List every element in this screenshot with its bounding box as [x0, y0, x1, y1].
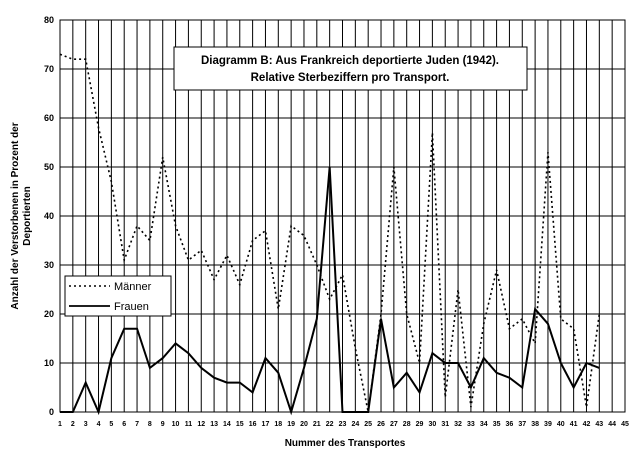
y-axis-title-line2: Deportierten	[22, 186, 33, 245]
y-tick-label: 0	[49, 407, 54, 417]
x-tick-label: 45	[621, 421, 629, 428]
series-line-frauen	[60, 166, 600, 416]
x-tick-label: 42	[583, 421, 591, 428]
x-axis-ticks: 1 2 3 4 5 6 7 8 9 10 11 12 13 14 15 16 17 18 19 20 21 22 23 24 2…	[58, 421, 629, 428]
x-tick-label: 36	[506, 421, 514, 428]
title-box	[173, 46, 528, 91]
x-tick-label: 25	[364, 421, 372, 428]
x-tick-label: 4	[97, 421, 101, 428]
x-tick-label: 37	[518, 421, 526, 428]
x-tick-label: 20	[300, 421, 308, 428]
x-tick-label: 2	[71, 421, 75, 428]
x-tick-label: 27	[390, 421, 398, 428]
x-tick-label: 23	[339, 421, 347, 428]
x-tick-label: 26	[377, 421, 385, 428]
x-tick-label: 31	[441, 421, 449, 428]
x-tick-label: 21	[313, 421, 321, 428]
x-tick-label: 35	[493, 421, 501, 428]
x-tick-label: 41	[570, 421, 578, 428]
y-tick-label: 30	[44, 260, 54, 270]
x-tick-label: 15	[236, 421, 244, 428]
chart-title-line2: Relative Sterbeziffern pro Transport.	[251, 72, 450, 84]
x-tick-label: 16	[249, 421, 257, 428]
x-tick-label: 40	[557, 421, 565, 428]
chart-title-line1: Diagramm B: Aus Frankreich deportierte J…	[201, 55, 499, 67]
x-tick-label: 10	[172, 421, 180, 428]
x-tick-label: 17	[262, 421, 270, 428]
y-tick-label: 50	[44, 162, 54, 172]
x-tick-label: 11	[185, 421, 193, 428]
x-tick-label: 43	[595, 421, 603, 428]
x-tick-label: 8	[148, 421, 152, 428]
x-tick-label: 33	[467, 421, 475, 428]
x-tick-label: 18	[274, 421, 282, 428]
x-tick-label: 24	[351, 421, 359, 428]
y-tick-label: 40	[44, 211, 54, 221]
x-tick-label: 14	[223, 421, 231, 428]
series-lines	[59, 53, 601, 416]
x-tick-label: 38	[531, 421, 539, 428]
x-tick-label: 3	[84, 421, 88, 428]
y-tick-label: 20	[44, 309, 54, 319]
y-axis-title-line1: Anzahl der Verstorbenen in Prozent der	[10, 122, 21, 309]
y-tick-label: 60	[44, 113, 54, 123]
x-tick-label: 32	[454, 421, 462, 428]
x-tick-label: 1	[58, 421, 62, 428]
legend-label-frauen: Frauen	[114, 301, 149, 313]
x-tick-label: 12	[197, 421, 205, 428]
legend-label-maenner: Männer	[114, 281, 152, 293]
x-tick-label: 19	[287, 421, 295, 428]
y-tick-label: 80	[44, 15, 54, 25]
x-tick-label: 9	[161, 421, 165, 428]
x-tick-label: 44	[608, 421, 616, 428]
y-tick-label: 70	[44, 64, 54, 74]
x-tick-label: 30	[428, 421, 436, 428]
x-tick-label: 39	[544, 421, 552, 428]
x-tick-label: 28	[403, 421, 411, 428]
y-tick-label: 10	[44, 358, 54, 368]
series-line-maenner	[59, 53, 601, 413]
x-tick-label: 5	[109, 421, 113, 428]
x-tick-label: 29	[416, 421, 424, 428]
x-tick-label: 22	[326, 421, 334, 428]
x-tick-label: 6	[122, 421, 126, 428]
y-axis-ticks: 0 10 20 30 40 50 60 70 80	[44, 15, 54, 417]
x-tick-label: 7	[135, 421, 139, 428]
legend-box	[64, 275, 172, 317]
x-tick-label: 34	[480, 421, 488, 428]
x-axis-title: Nummer des Transportes	[285, 438, 406, 449]
x-tick-label: 13	[210, 421, 218, 428]
